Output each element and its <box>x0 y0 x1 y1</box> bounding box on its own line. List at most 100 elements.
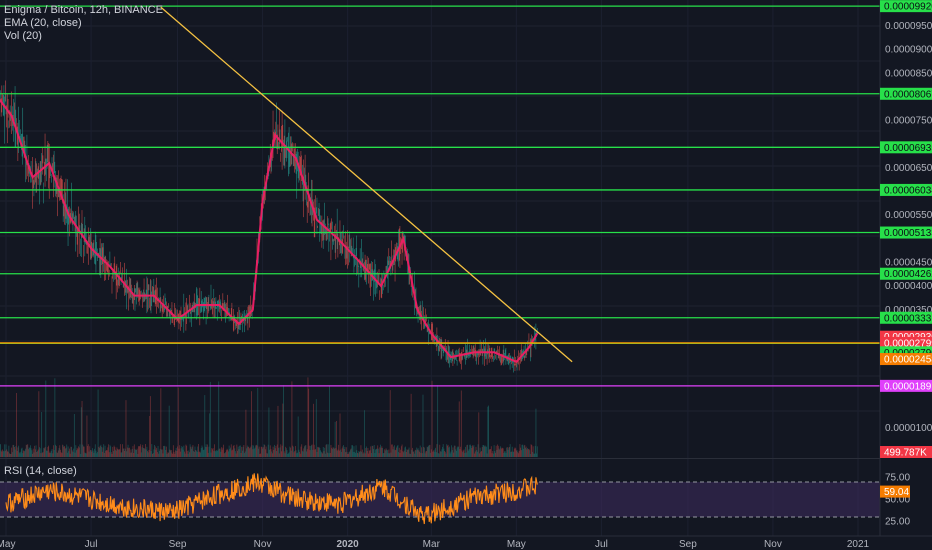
volume-bar <box>73 448 75 457</box>
volume-bar <box>347 453 349 457</box>
volume-bar <box>11 452 13 457</box>
volume-bar <box>2 450 4 457</box>
volume-bar <box>370 453 372 457</box>
volume-bar <box>284 453 286 457</box>
time-axis[interactable]: May Jul Sep Nov 2020 Mar May Jul Sep Nov 2021 <box>0 539 870 550</box>
price-tag <box>880 353 932 366</box>
volume-bar <box>41 411 43 457</box>
volume-bar <box>80 453 82 457</box>
volume-bar <box>384 449 386 457</box>
volume-bar <box>16 392 17 457</box>
price-tag-text: 0.00002458 <box>884 355 932 366</box>
volume-bar <box>30 445 31 457</box>
volume-bar <box>185 444 187 457</box>
volume-bar <box>371 445 373 457</box>
volume-bar <box>166 453 168 457</box>
volume-bar <box>30 448 32 457</box>
volume-bar <box>149 396 151 457</box>
volume-bar <box>322 453 324 457</box>
volume-bar <box>65 447 67 457</box>
volume-bar <box>70 446 72 457</box>
symbol-legend[interactable]: Enigma / Bitcoin, 12h, BINANCE <box>4 4 163 16</box>
volume-bar <box>518 450 520 457</box>
volume-bar <box>444 451 446 457</box>
volume-bar <box>131 452 132 457</box>
volume-bar <box>403 450 405 457</box>
volume-bar <box>338 444 340 457</box>
volume-bar <box>148 449 150 457</box>
ema-legend[interactable]: EMA (20, close) <box>4 17 82 29</box>
volume-bar <box>445 453 447 457</box>
volume-bar <box>407 450 409 457</box>
volume-bar <box>382 447 383 457</box>
volume-bar <box>135 449 137 457</box>
volume-bar <box>147 452 149 457</box>
volume-bar <box>363 452 365 457</box>
volume-bar <box>527 448 529 457</box>
volume-bar <box>289 446 291 457</box>
volume-bar <box>343 445 344 457</box>
volume-bar <box>488 449 490 457</box>
volume-bar <box>16 450 18 457</box>
volume-bar <box>214 450 216 457</box>
volume-bar <box>320 450 321 457</box>
volume-bar <box>264 449 266 457</box>
volume-bar <box>534 445 536 457</box>
volume-bar <box>37 449 39 457</box>
volume-bar <box>17 447 19 457</box>
volume-bar <box>507 449 509 457</box>
volume-bar <box>66 444 68 457</box>
rsi-legend[interactable]: RSI (14, close) <box>4 465 77 477</box>
volume-bar <box>339 413 341 457</box>
volume-bar <box>310 445 312 457</box>
volume-bar <box>248 446 250 457</box>
volume-bar <box>486 453 488 457</box>
volume-bar <box>415 450 417 457</box>
volume-bar <box>142 444 144 457</box>
volume-bar <box>25 444 27 457</box>
vol-legend[interactable]: Vol (20) <box>4 30 42 42</box>
volume-bar <box>517 452 519 457</box>
volume-bar <box>195 450 197 457</box>
volume-bar <box>179 451 181 457</box>
volume-bar <box>276 450 278 457</box>
volume-bar <box>126 447 128 457</box>
volume-bar <box>201 445 203 457</box>
volume-bar <box>535 408 537 457</box>
volume-bar <box>224 453 226 457</box>
volume-bar <box>125 400 127 457</box>
volume-bar <box>460 446 462 457</box>
volume-bar <box>457 446 459 457</box>
volume-bar <box>74 452 76 457</box>
volume-bar <box>215 451 217 457</box>
volume-bar <box>10 453 12 457</box>
volume-bar <box>197 446 199 457</box>
volume-bar <box>105 450 107 457</box>
volume-bar <box>191 448 192 457</box>
volume-bar <box>260 446 262 457</box>
volume-bar <box>464 453 466 457</box>
volume-bar <box>391 444 393 457</box>
volume-bar <box>471 447 473 457</box>
volume-bar <box>294 450 296 457</box>
volume-bar <box>314 449 316 457</box>
volume-bar <box>199 451 201 457</box>
volume-bar <box>218 448 220 457</box>
volume-bar <box>523 445 525 457</box>
volume-bar <box>93 452 95 457</box>
volume-bar <box>508 446 510 457</box>
volume-bar <box>374 453 376 457</box>
trendline[interactable] <box>160 6 573 363</box>
volume-bar <box>230 444 232 457</box>
volume-bar <box>222 447 224 457</box>
volume-bar <box>62 445 64 457</box>
volume-bar <box>520 450 522 457</box>
volume-bar <box>485 446 487 457</box>
volume-bar <box>365 447 367 457</box>
horizontal-levels[interactable] <box>0 5 880 387</box>
volume-bar <box>424 453 426 457</box>
volume-bar <box>467 444 469 457</box>
volume-bar <box>431 380 433 457</box>
